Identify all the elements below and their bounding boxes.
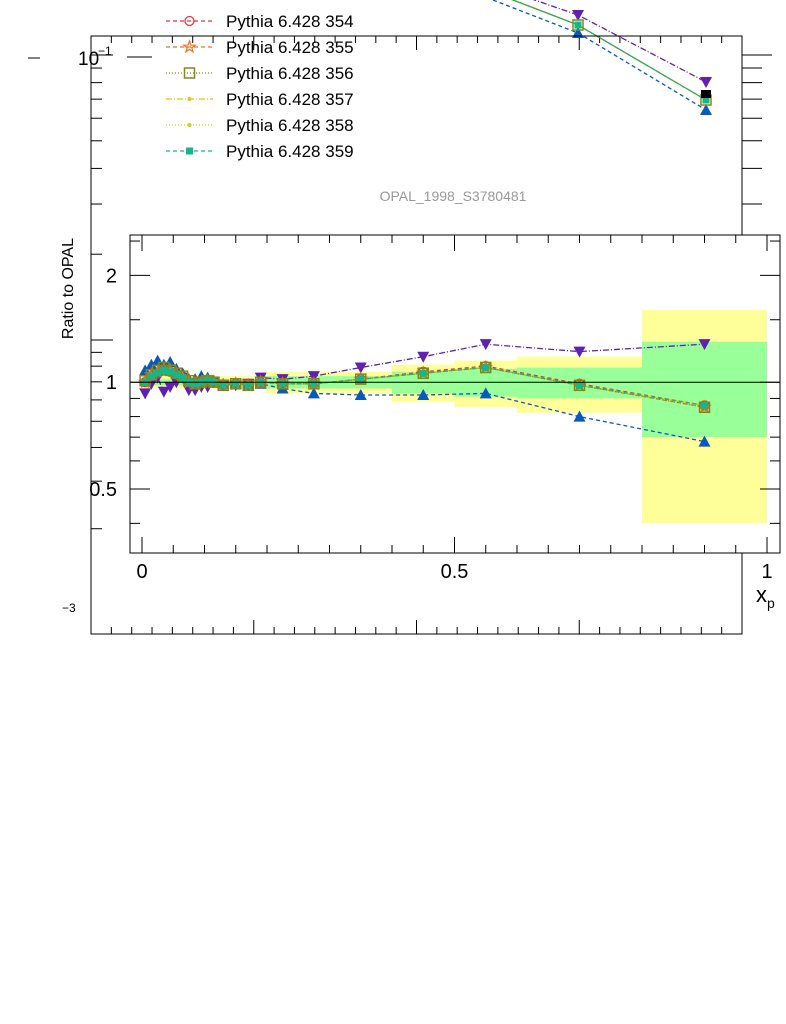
- upper-point: [700, 77, 712, 88]
- y-tick-label: 2: [106, 265, 117, 287]
- x-axis-label-subscript: p: [767, 595, 775, 611]
- series-point: [157, 386, 170, 398]
- legend-entry: Pythia 6.428 354: [166, 12, 354, 31]
- stat-uncertainty-band: [642, 341, 767, 438]
- series-point: [204, 377, 212, 385]
- upper-panel-tick-labels: 10 −1 −3: [62, 44, 112, 615]
- legend-entry: Pythia 6.428 356: [166, 64, 354, 83]
- legend-entry: Pythia 6.428 357: [166, 90, 354, 109]
- series-point: [482, 364, 490, 372]
- series-point: [417, 351, 430, 363]
- series-point: [698, 339, 711, 351]
- legend-marker: [187, 123, 192, 127]
- series-point: [160, 366, 168, 374]
- series-point: [145, 358, 158, 370]
- legend-marker: [182, 39, 197, 54]
- upper-panel-curves: [91, 0, 742, 115]
- series-point: [147, 372, 155, 380]
- series-point: [191, 380, 199, 388]
- upper-point: [574, 21, 582, 29]
- legend-entry: Pythia 6.428 355: [166, 38, 354, 57]
- series-point: [698, 435, 711, 447]
- series-point: [172, 371, 180, 379]
- series-point: [232, 380, 240, 388]
- upper-curve: [511, 0, 707, 101]
- legend-label: Pythia 6.428 355: [226, 38, 354, 57]
- legend-marker: [187, 97, 192, 101]
- legend-entry: Pythia 6.428 359: [166, 142, 354, 161]
- x-tick-label: 1: [761, 561, 772, 583]
- ratio-panel: 0 0.5 1 0.5 1 2 Ratio to OPAL xp: [60, 234, 781, 611]
- series-point: [179, 374, 187, 382]
- upper-point: [702, 96, 710, 104]
- x-axis-label: xp: [756, 582, 775, 611]
- y-axis-label: Ratio to OPAL: [60, 238, 77, 339]
- series-point: [139, 388, 152, 400]
- series-point: [219, 381, 227, 389]
- upper-curve: [532, 0, 707, 83]
- x-tick-label: 0: [136, 561, 147, 583]
- ratio-tick-labels: 0 0.5 1 0.5 1 2: [89, 265, 772, 583]
- upper-y-tick-label-exp1: −1: [98, 44, 112, 58]
- upper-point: [572, 19, 584, 31]
- upper-y-tick-label-10: 10: [78, 49, 99, 70]
- watermark: OPAL_1998_S3780481: [380, 188, 527, 204]
- series-point: [573, 346, 586, 358]
- legend-label: Pythia 6.428 357: [226, 90, 354, 109]
- series-point: [357, 375, 365, 383]
- series-point: [479, 339, 492, 351]
- series-point: [154, 369, 162, 377]
- legend-label: Pythia 6.428 354: [226, 12, 354, 31]
- legend-label: Pythia 6.428 359: [226, 142, 354, 161]
- data-point: [701, 90, 711, 98]
- series-point: [307, 387, 320, 399]
- series-point: [479, 387, 492, 399]
- series-point: [419, 369, 427, 377]
- series-point: [244, 381, 252, 389]
- upper-point: [700, 104, 712, 115]
- upper-panel-ticks: [28, 36, 772, 634]
- series-point: [417, 389, 430, 401]
- series-line: [144, 366, 705, 407]
- series-point: [164, 381, 177, 393]
- x-axis-label-main: x: [756, 582, 767, 607]
- ratio-ticks: [130, 235, 780, 553]
- x-tick-label: 0.5: [441, 561, 469, 583]
- series-point: [354, 389, 367, 401]
- series-point: [164, 356, 177, 368]
- series-point: [230, 378, 242, 390]
- upper-point: [572, 10, 584, 21]
- legend: Pythia 6.428 354 Pythia 6.428 355 Pythia 6…: [150, 0, 390, 161]
- legend-entry: Pythia 6.428 358: [166, 116, 354, 135]
- series-point: [576, 381, 583, 389]
- legend-marker: [184, 15, 195, 27]
- series-point: [166, 368, 174, 376]
- series-point: [573, 379, 586, 392]
- series-point: [701, 401, 708, 409]
- series-point: [573, 410, 586, 422]
- y-tick-label: 0.5: [89, 479, 117, 501]
- series-point: [310, 380, 318, 388]
- legend-label: Pythia 6.428 358: [226, 116, 354, 135]
- series-point: [354, 362, 367, 374]
- upper-point: [572, 27, 584, 38]
- legend-background: [150, 0, 390, 8]
- legend-label: Pythia 6.428 356: [226, 64, 354, 83]
- y-tick-label: 1: [106, 372, 117, 394]
- legend-marker: [186, 147, 193, 155]
- upper-y-tick-label-exp3: −3: [62, 601, 76, 615]
- series-point: [279, 380, 287, 388]
- legend-marker: [183, 67, 196, 79]
